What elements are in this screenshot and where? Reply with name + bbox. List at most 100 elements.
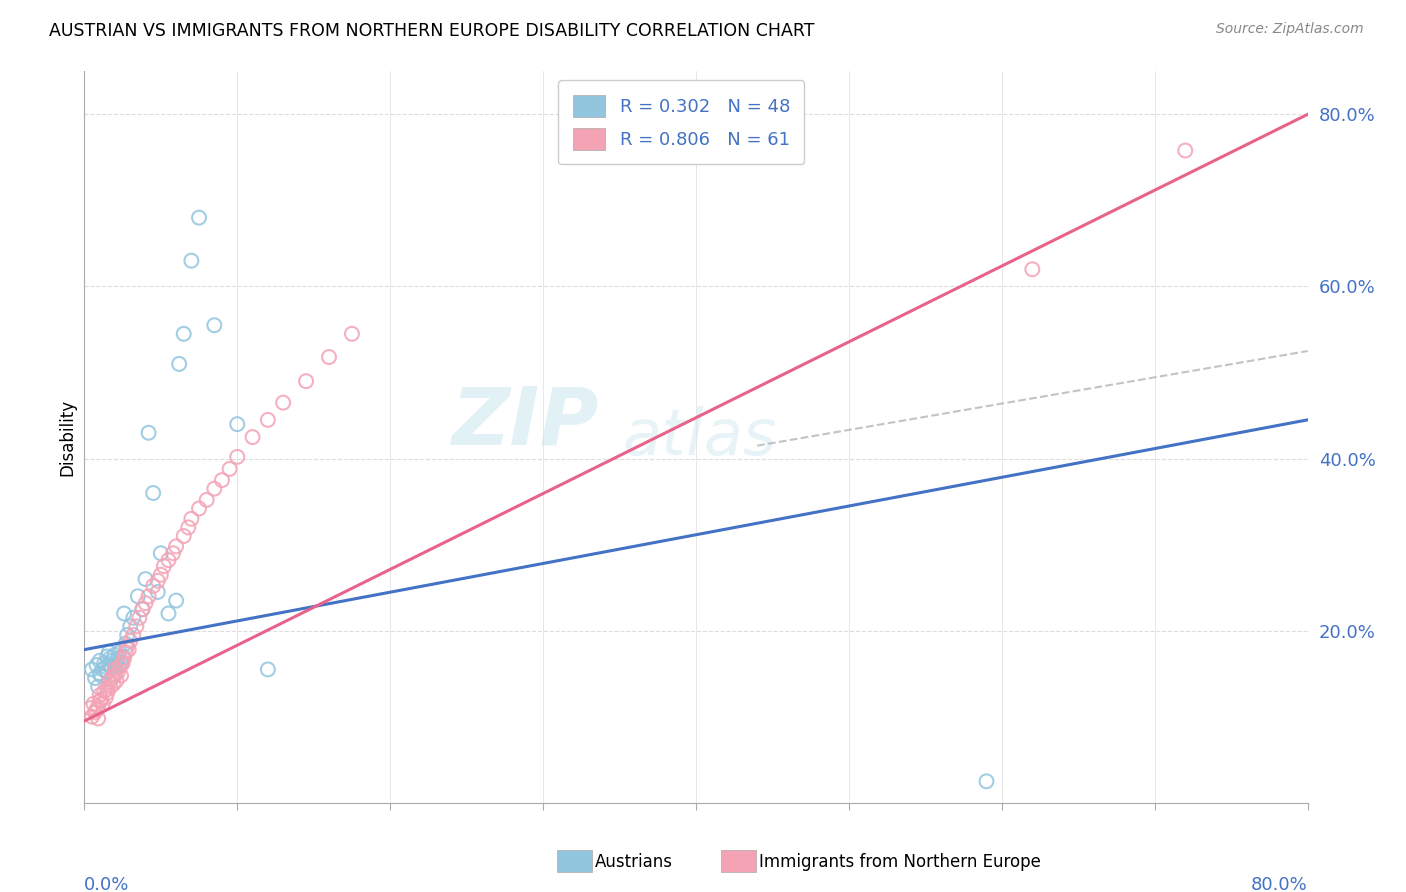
Point (188, 501, 211, 516)
Point (89, 654, 111, 668)
Point (101, 654, 124, 668)
Point (89, 694, 111, 708)
Point (103, 668, 125, 682)
Point (202, 318, 225, 333)
Point (84, 706, 107, 720)
Point (128, 611, 150, 625)
Point (110, 668, 132, 682)
Point (167, 357, 190, 371)
Point (101, 660, 124, 674)
Point (112, 651, 135, 665)
Point (111, 649, 134, 664)
Point (86, 703, 108, 717)
Point (94, 690, 117, 705)
Point (120, 634, 142, 648)
Point (138, 425, 160, 440)
Point (83, 697, 105, 711)
Point (87, 699, 110, 714)
Point (114, 645, 136, 659)
Point (89, 666, 111, 681)
Point (104, 662, 127, 676)
Point (165, 540, 187, 554)
Point (218, 462, 240, 476)
Point (112, 607, 135, 621)
Point (111, 657, 134, 671)
Point (142, 579, 165, 593)
Point (110, 657, 132, 671)
Point (135, 572, 157, 586)
Point (162, 546, 184, 560)
Point (108, 645, 131, 659)
Point (257, 413, 280, 427)
Point (90, 668, 112, 682)
Point (96, 665, 118, 679)
Text: Source: ZipAtlas.com: Source: ZipAtlas.com (1216, 22, 1364, 37)
Point (86, 658, 108, 673)
Point (180, 253, 202, 268)
Point (157, 607, 180, 621)
Point (103, 677, 125, 691)
Point (115, 639, 138, 653)
Point (135, 596, 157, 610)
Text: atlas: atlas (623, 406, 778, 468)
Point (173, 326, 195, 341)
Point (146, 574, 169, 588)
Point (1174, 144, 1197, 158)
Point (177, 520, 200, 534)
Point (127, 589, 149, 603)
Point (97, 675, 120, 690)
Point (98, 651, 121, 665)
Point (157, 553, 180, 567)
Point (122, 611, 145, 625)
Point (195, 492, 218, 507)
Point (165, 593, 187, 607)
Point (87, 711, 110, 725)
Point (125, 619, 148, 633)
Text: 0.0%: 0.0% (84, 876, 129, 892)
Point (104, 648, 127, 662)
Point (153, 559, 176, 574)
Point (79, 701, 101, 715)
Point (120, 619, 142, 633)
Point (115, 628, 138, 642)
Point (105, 673, 128, 688)
Point (91, 697, 114, 711)
Point (180, 512, 202, 526)
Point (97, 658, 120, 673)
Point (104, 668, 127, 682)
Point (976, 774, 998, 789)
Point (105, 654, 128, 668)
Point (340, 326, 363, 341)
Point (89, 688, 111, 702)
Text: Austrians: Austrians (595, 853, 673, 871)
Point (173, 529, 195, 543)
Point (108, 660, 131, 674)
Point (146, 585, 169, 599)
Point (80, 662, 103, 676)
Text: 80.0%: 80.0% (1251, 876, 1308, 892)
Point (91, 662, 114, 676)
Point (226, 450, 249, 464)
Point (96, 686, 118, 700)
Point (97, 645, 120, 659)
Y-axis label: Disability: Disability (58, 399, 76, 475)
Point (96, 649, 118, 664)
Point (104, 658, 127, 673)
Point (93, 657, 115, 671)
Point (118, 642, 141, 657)
Point (87, 680, 110, 694)
Point (80, 710, 103, 724)
Point (107, 665, 129, 679)
Point (101, 671, 124, 685)
Text: ZIP: ZIP (451, 384, 598, 461)
Point (131, 602, 153, 616)
Point (90, 692, 112, 706)
Point (295, 374, 318, 388)
Point (257, 662, 280, 676)
Point (122, 628, 145, 642)
Point (114, 637, 136, 651)
Point (271, 395, 294, 409)
Point (202, 482, 225, 496)
Point (211, 473, 233, 487)
Point (96, 682, 118, 697)
